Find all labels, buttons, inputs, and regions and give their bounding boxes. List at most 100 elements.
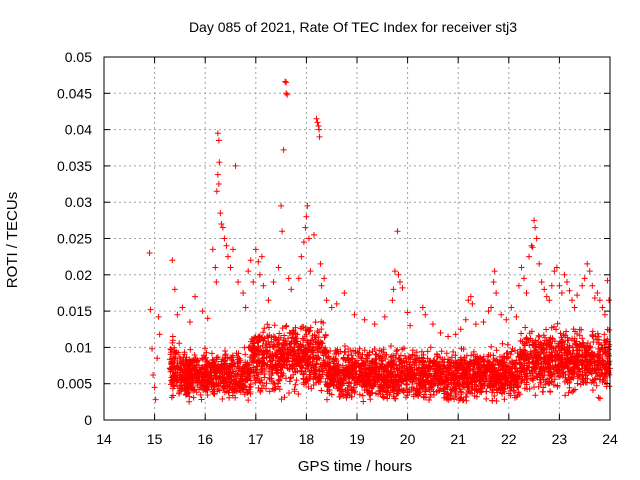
data-point — [561, 271, 568, 278]
data-point — [154, 355, 161, 362]
y-tick-label: 0.035 — [57, 158, 92, 174]
data-point — [419, 304, 426, 311]
data-point — [146, 250, 153, 257]
data-point — [381, 313, 388, 320]
data-point — [422, 311, 429, 318]
data-point — [270, 279, 277, 286]
data-point — [390, 286, 397, 293]
x-tick-label: 17 — [248, 431, 264, 447]
data-point — [485, 308, 492, 315]
data-point — [503, 316, 510, 323]
data-point — [531, 217, 538, 224]
y-tick-label: 0.015 — [57, 303, 92, 319]
data-point — [589, 282, 596, 289]
data-point — [305, 235, 312, 242]
data-point — [283, 79, 290, 86]
data-point — [250, 279, 257, 286]
data-point — [394, 228, 401, 235]
y-tick-label: 0.045 — [57, 85, 92, 101]
data-point — [462, 316, 469, 323]
data-point — [457, 326, 464, 333]
data-point — [538, 279, 545, 286]
data-point — [230, 246, 237, 253]
data-point — [599, 304, 606, 311]
data-point — [563, 279, 570, 286]
x-tick-label: 14 — [96, 431, 112, 447]
data-point — [553, 264, 560, 271]
data-point — [313, 115, 320, 122]
data-point — [558, 289, 565, 296]
data-point — [493, 289, 500, 296]
data-point — [361, 316, 368, 323]
data-point — [215, 137, 222, 144]
data-point — [407, 322, 414, 329]
data-point — [285, 275, 292, 282]
data-point — [452, 331, 459, 338]
data-point — [245, 268, 252, 275]
data-point — [213, 188, 220, 195]
data-point — [546, 297, 553, 304]
y-tick-labels: 0 0.005 0.01 0.015 0.02 0.025 0.03 0.035 0.04 0.0… — [57, 49, 92, 428]
data-point — [295, 275, 302, 282]
data-point — [523, 289, 530, 296]
x-tick-label: 18 — [299, 431, 315, 447]
data-point — [218, 220, 225, 227]
data-point — [315, 122, 322, 129]
data-point — [472, 321, 479, 328]
data-point — [199, 308, 206, 315]
data-point — [498, 311, 505, 318]
data-point — [316, 126, 323, 133]
y-tick-label: 0.05 — [65, 49, 92, 65]
data-point — [256, 271, 263, 278]
data-point — [508, 304, 515, 311]
data-point — [314, 119, 321, 126]
data-point — [529, 244, 536, 251]
data-point — [307, 268, 314, 275]
data-point — [247, 257, 254, 264]
data-point — [169, 257, 176, 264]
data-point — [581, 275, 588, 282]
data-point — [351, 311, 358, 318]
data-point — [310, 231, 317, 238]
data-point — [212, 264, 219, 271]
data-point — [280, 146, 287, 153]
data-point — [204, 315, 211, 322]
data-point — [604, 277, 611, 284]
data-point — [275, 264, 282, 271]
data-point — [235, 279, 242, 286]
data-point — [543, 293, 550, 300]
data-point — [437, 329, 444, 336]
data-point — [594, 289, 601, 296]
data-point — [513, 313, 520, 320]
data-point — [258, 253, 265, 260]
data-point — [151, 384, 158, 391]
data-point — [480, 318, 487, 325]
data-point — [596, 297, 603, 304]
data-point — [571, 304, 578, 311]
x-tick-label: 24 — [602, 431, 618, 447]
data-point — [323, 297, 330, 304]
data-point — [152, 396, 159, 403]
data-point — [536, 260, 543, 267]
data-point — [397, 279, 404, 286]
data-point — [192, 293, 199, 300]
data-point — [601, 311, 608, 318]
data-point — [574, 292, 581, 299]
data-point — [187, 318, 194, 325]
x-tick-label: 21 — [450, 431, 466, 447]
data-point — [488, 304, 495, 311]
data-point — [171, 286, 178, 293]
data-point — [156, 331, 163, 338]
data-point — [255, 258, 262, 265]
data-point — [209, 246, 216, 253]
data-point — [490, 279, 497, 286]
data-point — [371, 321, 378, 328]
x-axis-label: GPS time / hours — [298, 458, 412, 475]
dense-point-cloud — [166, 318, 613, 405]
data-point — [391, 268, 398, 275]
data-point — [518, 264, 525, 271]
data-point — [605, 297, 612, 304]
data-point — [515, 282, 522, 289]
data-point — [467, 293, 474, 300]
data-point — [541, 286, 548, 293]
